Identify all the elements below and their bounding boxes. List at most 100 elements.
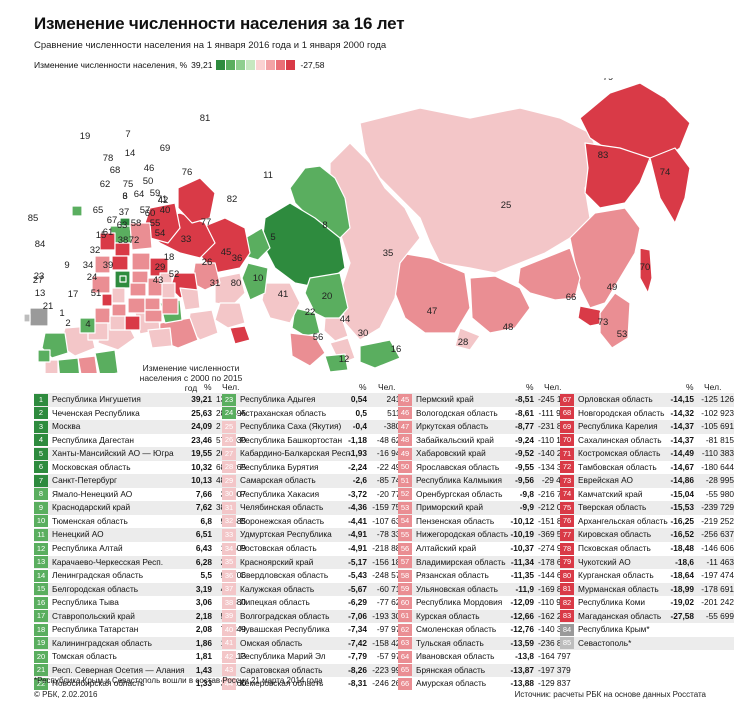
region-label-80: 80 [231,278,242,289]
region-label-46: 46 [144,163,155,174]
region-people: -146 606 [701,543,734,554]
region-name: Брянская область [416,664,486,675]
region-shape-59 [161,297,179,315]
region-name: Тюменская область [52,515,128,526]
region-label-11: 11 [263,170,273,181]
region-pct: 39,21 [191,394,212,404]
region-label-57: 57 [140,205,151,216]
region-people: -193 304 [372,610,405,621]
region-label-27: 27 [33,275,44,286]
region-pct: -14,32 [670,407,694,418]
region-number-badge: 17 [34,610,48,623]
region-name: Ростовская область [240,543,317,554]
region-people: -216 769 [538,488,571,499]
table-row: 25 Республика Саха (Якутия) -0,4 -3809 [222,420,405,434]
region-shape-48 [469,275,531,334]
region-number-badge: 15 [34,583,48,596]
region-pct: -10,19 [510,529,534,540]
region-name: Республика Карелия [578,421,658,432]
region-number-badge: 2 [34,407,48,420]
region-number-badge: 19 [34,637,48,650]
region-shape-44 [323,317,349,342]
region-label-22: 22 [305,307,316,318]
region-name: Нижегородская область [416,529,509,540]
region-people: -274 968 [538,543,571,554]
table-row: 67 Орловская область -14,15 -125 126 [560,393,734,407]
region-label-8: 8 [322,220,327,231]
region-shape-19 [71,205,83,217]
region-label-43: 43 [153,275,164,286]
region-label-81: 81 [200,113,211,124]
region-label-17: 17 [68,289,79,300]
region-pct: 10,13 [191,475,212,486]
legend-swatch [236,60,246,70]
region-pct: -8,31 [348,678,367,689]
region-label-79: 79 [603,78,614,83]
region-people: -77 624 [376,597,405,608]
region-pct: -19,02 [670,597,694,608]
region-shape-31 [214,302,246,329]
region-number-badge: 76 [560,515,574,528]
page-subtitle: Сравнение численности населения на 1 янв… [34,40,387,51]
region-shape-70 [639,247,653,294]
region-number-badge: 66 [398,677,412,690]
table-row: 26 Республика Башкортостан -1,18 -48 629 [222,434,405,448]
region-name: Республика Адыгея [240,394,316,404]
region-number-badge: 32 [222,515,236,528]
region-number-badge: 30 [222,488,236,501]
region-label-3: 3 [122,191,127,202]
region-pct: -1,93 [348,448,367,459]
region-pct: 0,5 [355,407,367,418]
region-name: Свердловская область [240,570,329,581]
region-shape-65 [91,275,111,294]
region-pct: -6,29 [348,597,367,608]
region-name: Ненецкий АО [52,529,104,540]
region-label-83: 83 [598,150,609,161]
region-name: Республика Ингушетия [52,394,141,404]
region-number-badge: 28 [222,461,236,474]
region-label-31: 31 [210,278,221,289]
region-pct: -18,48 [670,543,694,554]
region-shape-83 [584,142,651,209]
region-label-34: 34 [83,260,94,271]
region-name: Орловская область [578,394,653,404]
region-people: -201 242 [701,597,734,608]
table-row: 61 Курская область -12,66 -162 225 [398,609,571,624]
region-label-62: 62 [100,179,111,190]
region-name: Тамбовская область [578,461,657,472]
table-row: 68 Новгородская область -14,32 -102 923 [560,407,734,421]
region-label-72: 72 [129,235,140,246]
region-label-28: 28 [458,337,469,348]
region-name: Республика Крым* [578,624,650,635]
region-label-14: 14 [125,148,136,159]
region-label-16: 16 [391,344,402,355]
region-people: -239 729 [701,502,734,513]
region-pct: -4,91 [348,529,367,540]
region-shape-56 [289,332,326,367]
region-name: Красноярский край [240,556,314,567]
region-people: -223 991 [372,664,405,675]
region-label-37: 37 [119,207,130,218]
region-name: Республика Калмыкия [416,475,502,486]
region-label-50: 50 [143,176,154,187]
region-people: -85 740 [376,475,405,486]
region-name: Кировская область [578,529,652,540]
region-label-51: 51 [91,288,102,299]
region-people: -57 976 [376,651,405,662]
region-number-badge: 67 [560,393,574,406]
region-pct: -9,52 [515,448,534,459]
region-shape-15 [79,317,96,334]
region-people: -129 837 [538,678,571,689]
region-label-82: 82 [227,194,238,205]
region-label-33: 33 [181,234,192,245]
region-people: -218 886 [372,543,405,554]
region-pct: 6,28 [195,556,212,567]
region-name: Саратовская область [240,664,323,675]
region-people: -178 604 [538,556,571,567]
region-pct: -11,34 [510,556,534,567]
region-name: Ярославская область [416,461,500,472]
region-people: -81 815 [705,434,734,445]
region-number-badge: 35 [222,556,236,569]
